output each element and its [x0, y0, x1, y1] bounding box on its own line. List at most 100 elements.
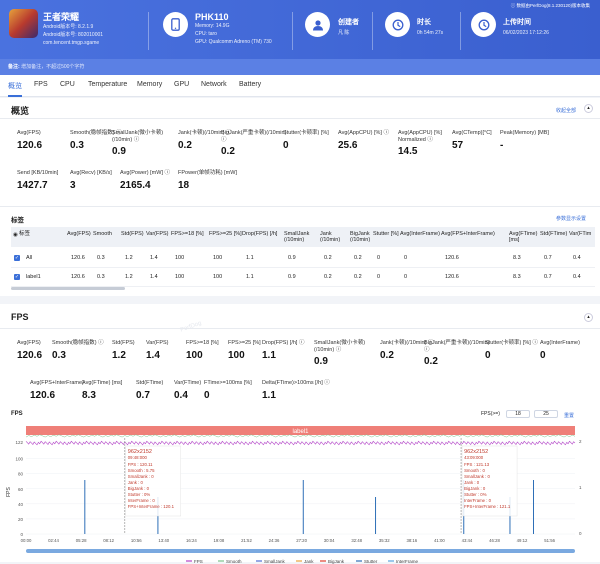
table-header-cell[interactable]: Var(FPS) [146, 231, 169, 237]
labels-table: 标签 Avg(FPS) Smooth Std(FPS) Var(FPS) FPS>=18 … [11, 227, 595, 287]
tab-memory[interactable]: Memory [137, 81, 163, 88]
tooltip-line: Stutter : 0% [464, 492, 487, 497]
stat-fps-row2-3: Var(FTime) 0.4 [174, 380, 244, 401]
tooltip-line: Smooth : 5.75 [128, 468, 155, 473]
table-cell: 8.3 [513, 274, 521, 280]
phone-icon [163, 12, 188, 37]
y2-tick-label: 1 [579, 485, 582, 490]
stat-ov-row1-6: Avg(AppCPU) [%] ⓘ 25.6 [338, 130, 408, 151]
creator-info: 创建者 凡 陈 [338, 17, 378, 71]
stat-label: Var(FPS) [146, 340, 169, 346]
overview-title: 概览 [11, 106, 30, 116]
stat-label: Send [KB/10min] [17, 170, 59, 176]
notes-input[interactable]: 增加备注，不超过500个字符 [21, 64, 85, 70]
stat-ov-row1-3: Jank(卡顿)(/10min) ⓘ 0.2 [178, 130, 248, 151]
table-cell: 100 [175, 255, 185, 261]
param-settings-link[interactable]: 参数显示设置 [556, 216, 587, 222]
stat-value: 14.5 [398, 146, 418, 157]
stat-value: 0 [540, 349, 546, 361]
stat-label: Var(FTime) [174, 380, 202, 386]
stat-fps-row1-6: Drop(FPS) [/h] ⓘ 1.1 [262, 340, 332, 361]
table-header-cell[interactable]: 标签 [19, 231, 31, 237]
device-memory: Memory: 14.9G [195, 23, 230, 29]
table-header-cell[interactable]: Avg(FPS) [67, 231, 91, 237]
stat-ov-row1-5: Stutter(卡顿率) [%] 0 [283, 130, 353, 151]
creator-label: 创建者 [338, 19, 359, 26]
table-cell: 8.3 [513, 255, 521, 261]
table-cell: 100 [175, 274, 185, 280]
table-header-cell[interactable]: Std(FTime) [540, 231, 568, 237]
tab-cpu[interactable]: CPU [60, 81, 75, 88]
row-checkbox[interactable]: ✓ [14, 274, 20, 280]
chevron-up-icon[interactable]: ▴ [584, 104, 593, 113]
device-info: PHK110 Memory: 14.9G CPU: taro GPU: Qual… [195, 12, 305, 66]
row-label: All [26, 255, 33, 261]
table-header-cell[interactable]: Avg(FTime) [ms] [509, 231, 538, 243]
labels-title: 标签 [11, 217, 24, 224]
android-version: Android版本号: 8.2.1.9 [43, 24, 94, 30]
table-header-cell[interactable]: Std(FPS) [121, 231, 144, 237]
stat-fps-row1-7: SmallJank(微小卡顿)(/10min) ⓘ 0.9 [314, 340, 384, 367]
tab-fps[interactable]: FPS [34, 81, 48, 88]
stat-label: Avg(Recv) [KB/s] [70, 170, 112, 176]
table-header-cell[interactable]: Jank (/10min) [320, 231, 341, 243]
app-name: 王者荣耀 [43, 12, 80, 22]
stat-label: BigJank(严重卡顿)(/10min) ⓘ [221, 130, 287, 143]
x-tick-label: 38:16 [406, 538, 417, 543]
stat-label: Delta(FTime)>100ms [/h] ⓘ [262, 380, 330, 386]
table-header-cell[interactable]: Var(FTim [569, 231, 592, 237]
table-header-cell[interactable]: Avg(InterFrame) [400, 231, 440, 237]
collapse-all-link[interactable]: 收起全部 [556, 108, 577, 114]
y2-tick-label: 0 [579, 531, 582, 536]
table-cell: 100 [213, 274, 223, 280]
stat-label: Stutter(卡顿率) [%] ⓘ [485, 340, 538, 346]
tab-gpu[interactable]: GPU [174, 81, 190, 88]
table-header-cell[interactable]: Drop(FPS) [/h] [242, 231, 278, 237]
horizontal-scrollbar[interactable] [11, 287, 125, 290]
duration-value: 0h 54m 27s [417, 30, 444, 36]
tooltip-box [125, 445, 182, 517]
stat-value: 3 [70, 179, 76, 191]
table-row[interactable]: ✓ All 120.6 0.3 1.2 1.4 100 100 1.1 0.9 0.2 0.2 0 0 12… [11, 251, 595, 268]
stat-value: 1.1 [262, 389, 276, 401]
table-header-cell[interactable]: Smooth [93, 231, 112, 237]
duration-label: 时长 [417, 19, 431, 26]
notes-bar[interactable]: 备注: 增加备注，不超过500个字符 [0, 59, 600, 75]
stat-ov-row2-1: Avg(Recv) [KB/s] 3 [70, 170, 140, 191]
x-tick-label: 51:56 [544, 538, 555, 543]
stat-label: Avg(Power) [mW] ⓘ [120, 170, 171, 176]
stat-value: 0.2 [178, 139, 192, 151]
stat-label: Avg(CTemp)[°C] [452, 130, 492, 136]
stat-ov-row1-9: Peak(Memory) [MB] - [500, 130, 570, 151]
watermark: PerfDog [179, 320, 203, 334]
eye-icon[interactable]: ◉ [13, 232, 18, 238]
chevron-up-icon[interactable]: ▴ [584, 313, 593, 322]
tab-network[interactable]: Network [201, 81, 227, 88]
table-header-cell[interactable]: Stutter [%] [373, 231, 399, 237]
fps-chart[interactable]: label1 0 20 40 60 80 100 122 0 1 2 FPS 00:00 02:44 05:… [0, 422, 600, 564]
fps-threshold-input-1[interactable]: 18 [506, 410, 530, 418]
stat-label: Peak(Memory) [MB] [500, 130, 549, 136]
tab-overview[interactable]: 概览 [8, 81, 22, 97]
info-icon: ⓘ [510, 3, 517, 8]
fps-threshold-input-2[interactable]: 25 [534, 410, 558, 418]
stat-label: Avg(FPS) [17, 130, 41, 136]
table-header-cell[interactable]: BigJank (/10min) [350, 231, 371, 243]
divider [0, 328, 600, 329]
row-checkbox[interactable]: ✓ [14, 255, 20, 261]
table-row[interactable]: ✓ label1 120.6 0.3 1.2 1.4 100 100 1.1 0.9 0.2 0.2 0… [11, 270, 595, 287]
tab-temperature[interactable]: Temperature [88, 81, 128, 88]
y-tick-label: 40 [18, 502, 24, 507]
table-header-cell[interactable]: SmallJank (/10min) [284, 231, 310, 243]
stat-value: 18 [178, 179, 190, 191]
table-header-cell[interactable]: FPS>=25 [%] [209, 231, 242, 237]
x-tick-label: 00:00 [21, 538, 32, 543]
tooltip-line: SmallJank : 0 [464, 474, 490, 479]
stat-ov-row1-4: BigJank(严重卡顿)(/10min) ⓘ 0.2 [221, 130, 291, 157]
table-header-cell[interactable]: FPS>=18 [%] [171, 231, 204, 237]
reset-link[interactable]: 重置 [564, 413, 575, 419]
tab-battery[interactable]: Battery [239, 81, 262, 88]
stat-ov-row1-7: Avg(AppCPU) [%] Normalized ⓘ 14.5 [398, 130, 468, 157]
table-cell: 1.2 [125, 274, 133, 280]
table-header-cell[interactable]: Avg(FPS+InterFrame) [441, 231, 495, 237]
